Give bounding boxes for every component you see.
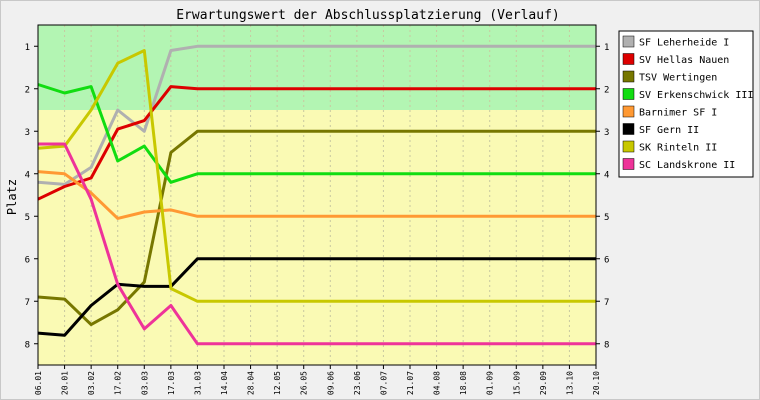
chart-title: Erwartungswert der Abschlussplatzierung … [176, 8, 560, 23]
x-tick-label-1: 20.01 [61, 371, 70, 395]
y-tick-label-right-0: 1 [604, 43, 609, 53]
zone-band-0 [38, 25, 596, 110]
x-tick-label-14: 21.07 [406, 371, 415, 395]
y-tick-label-left-2: 3 [25, 128, 30, 138]
y-tick-label-right-7: 8 [604, 340, 609, 350]
x-tick-label-19: 29.09 [539, 371, 548, 395]
legend-swatch-2 [622, 70, 635, 83]
legend-label-5: SF Gern II [639, 125, 699, 136]
legend-label-0: SF Leherheide I [639, 38, 729, 49]
series-line-5 [37, 257, 596, 337]
y-tick-label-left-3: 4 [25, 170, 30, 180]
y-tick-label-right-3: 4 [604, 170, 609, 180]
zone-band-1 [38, 110, 596, 365]
y-tick-label-left-7: 8 [25, 340, 30, 350]
x-tick-label-16: 18.08 [459, 371, 468, 395]
legend-box [618, 30, 754, 178]
legend-swatch-6 [622, 140, 635, 153]
x-tick-label-7: 14.04 [220, 371, 229, 395]
series-line-3 [37, 83, 596, 184]
x-tick-label-18: 15.09 [512, 371, 521, 395]
legend-swatch-4 [622, 105, 635, 118]
legend-label-3: SV Erkenschwick III [639, 90, 753, 101]
y-tick-label-right-2: 3 [604, 128, 609, 138]
plot-border [37, 24, 597, 366]
series-line-4 [37, 170, 596, 220]
y-tick-label-right-4: 5 [604, 213, 609, 223]
legend-swatch-5 [622, 123, 635, 135]
y-tick-label-left-5: 6 [25, 255, 30, 265]
x-tick-label-2: 03.02 [87, 371, 96, 395]
legend-swatch-7 [622, 158, 635, 170]
x-tick-label-21: 20.10 [592, 371, 601, 395]
x-tick-label-13: 07.07 [379, 371, 388, 395]
legend-label-6: SK Rinteln II [639, 143, 717, 154]
legend-label-1: SV Hellas Nauen [639, 55, 729, 66]
x-tick-label-6: 31.03 [193, 371, 202, 395]
legend-swatch-3 [622, 88, 635, 100]
y-tick-label-right-6: 7 [604, 298, 609, 308]
y-tick-label-right-1: 2 [604, 85, 609, 95]
series-line-6 [37, 49, 596, 303]
y-axis-label: Platz [5, 179, 19, 215]
y-tick-label-left-1: 2 [25, 85, 30, 95]
y-tick-label-right-5: 6 [604, 255, 609, 265]
x-tick-label-10: 26.05 [300, 371, 309, 395]
x-tick-label-11: 09.06 [326, 371, 335, 395]
y-tick-label-left-6: 7 [25, 298, 30, 308]
x-tick-label-12: 23.06 [353, 371, 362, 395]
x-tick-label-5: 17.03 [167, 371, 176, 395]
x-tick-label-15: 04.08 [433, 371, 442, 395]
series-line-2 [37, 129, 596, 327]
x-tick-label-4: 03.03 [140, 371, 149, 395]
series-line-0 [37, 44, 596, 186]
legend-label-7: SC Landskrone II [639, 160, 735, 171]
x-tick-label-3: 17.02 [114, 371, 123, 395]
x-tick-label-17: 01.09 [486, 371, 495, 395]
series-line-7 [38, 142, 596, 346]
y-tick-label-left-0: 1 [25, 43, 30, 53]
x-tick-label-0: 06.01 [34, 371, 43, 395]
legend-swatch-0 [622, 35, 635, 48]
legend-label-4: Barnimer SF I [639, 108, 717, 119]
x-tick-label-20: 13.10 [565, 371, 574, 395]
x-tick-label-9: 12.05 [273, 371, 282, 395]
legend-label-2: TSV Wertingen [639, 73, 717, 84]
x-tick-label-8: 28.04 [247, 371, 256, 395]
legend-swatch-1 [622, 53, 635, 65]
series-line-1 [37, 85, 596, 201]
y-tick-label-left-4: 5 [25, 213, 30, 223]
